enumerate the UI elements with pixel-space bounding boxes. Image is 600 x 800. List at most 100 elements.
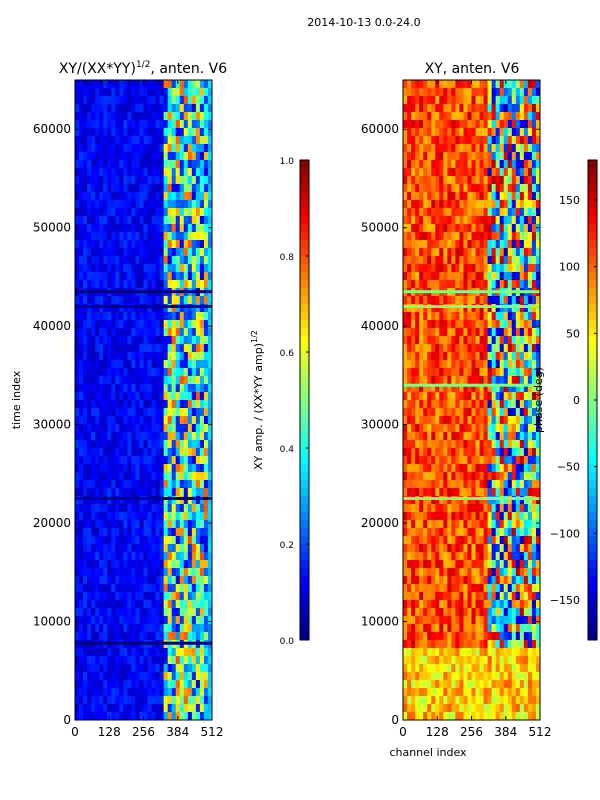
heatmap-cell [199, 568, 205, 577]
heatmap-cell [143, 456, 148, 465]
heatmap-cell [115, 280, 120, 289]
heatmap-cell [447, 536, 452, 545]
heatmap-cell [95, 184, 100, 193]
heatmap-cell [119, 672, 124, 681]
heatmap-cell [495, 104, 501, 113]
heatmap-cell [463, 232, 468, 241]
heatmap-cell [175, 688, 181, 697]
heatmap-cell [199, 440, 205, 449]
heatmap-cell [499, 552, 505, 561]
heatmap-cell [111, 144, 116, 153]
heatmap-cell [435, 216, 440, 225]
heatmap-cell [423, 408, 428, 417]
heatmap-cell [479, 464, 484, 473]
heatmap-cell [83, 320, 88, 329]
heatmap-cell [107, 656, 112, 665]
heatmap-cell [167, 144, 173, 153]
heatmap-cell [483, 384, 489, 393]
heatmap-cell [127, 352, 132, 361]
heatmap-cell [79, 144, 84, 153]
heatmap-cell [527, 184, 533, 193]
heatmap-cell [183, 408, 189, 417]
heatmap-cell [131, 544, 136, 553]
heatmap-cell [95, 400, 100, 409]
heatmap-cell [467, 560, 472, 569]
heatmap-cell [179, 296, 185, 305]
heatmap-cell [487, 200, 493, 209]
heatmap-cell [139, 416, 144, 425]
heatmap-cell [475, 128, 480, 137]
heatmap-cell [195, 344, 201, 353]
heatmap-cell [139, 88, 144, 97]
heatmap-cell [503, 384, 509, 393]
heatmap-cell [155, 568, 161, 577]
heatmap-cell [203, 568, 209, 577]
heatmap-cell [523, 544, 529, 553]
heatmap-cell [155, 96, 161, 105]
colorbar-swatch [300, 312, 309, 321]
heatmap-cell [119, 144, 124, 153]
heatmap-cell [427, 120, 432, 129]
heatmap-cell [119, 320, 124, 329]
heatmap-cell [115, 368, 120, 377]
heatmap-cell [491, 224, 497, 233]
heatmap-cell [91, 656, 96, 665]
heatmap-cell [175, 464, 181, 473]
heatmap-cell [163, 184, 169, 193]
heatmap-cell [519, 416, 525, 425]
heatmap-cell [155, 280, 161, 289]
heatmap-cell [115, 600, 120, 609]
heatmap-cell [455, 384, 460, 393]
heatmap-cell [203, 696, 209, 705]
heatmap-cell [111, 624, 116, 633]
heatmap-cell [79, 472, 84, 481]
heatmap-cell [147, 272, 152, 281]
heatmap-cell [99, 400, 104, 409]
heatmap-cell [87, 160, 92, 169]
heatmap-cell [503, 560, 509, 569]
heatmap-cell [443, 280, 448, 289]
heatmap-cell [155, 464, 161, 473]
heatmap-cell [171, 672, 177, 681]
heatmap-cell [467, 152, 472, 161]
heatmap-cell [139, 552, 144, 561]
heatmap-cell [507, 336, 513, 345]
heatmap-cell [107, 272, 112, 281]
heatmap-cell [427, 88, 432, 97]
heatmap-cell [195, 376, 201, 385]
heatmap-cell [407, 504, 412, 513]
heatmap-cell [151, 344, 156, 353]
heatmap-cell [463, 472, 468, 481]
heatmap-cell [531, 568, 537, 577]
heatmap-cell [411, 552, 416, 561]
x-tick-label: 128 [98, 725, 121, 739]
heatmap-cell [427, 568, 432, 577]
heatmap-cell [167, 128, 173, 137]
heatmap-cell [187, 160, 193, 169]
heatmap-cell [147, 256, 152, 265]
heatmap-cell [511, 312, 517, 321]
heatmap-cell [475, 216, 480, 225]
heatmap-cell [459, 160, 464, 169]
heatmap-cell [115, 128, 120, 137]
heatmap-cell [147, 344, 152, 353]
heatmap-cell [479, 232, 484, 241]
heatmap-cell [483, 352, 489, 361]
heatmap-cell [135, 344, 140, 353]
heatmap-cell [419, 152, 424, 161]
heatmap-cell [455, 264, 460, 273]
heatmap-cell [443, 152, 448, 161]
heatmap-cell [115, 416, 120, 425]
heatmap-cell [515, 168, 521, 177]
heatmap-cell [83, 384, 88, 393]
heatmap-cell [419, 432, 424, 441]
heatmap-cell [407, 392, 412, 401]
heatmap-cell [439, 328, 444, 337]
heatmap-cell [435, 152, 440, 161]
heatmap-cell [431, 488, 436, 497]
heatmap-cell [167, 416, 173, 425]
heatmap-cell [423, 368, 428, 377]
heatmap-cell [443, 168, 448, 177]
heatmap-cell [147, 128, 152, 137]
heatmap-cell [187, 304, 193, 313]
